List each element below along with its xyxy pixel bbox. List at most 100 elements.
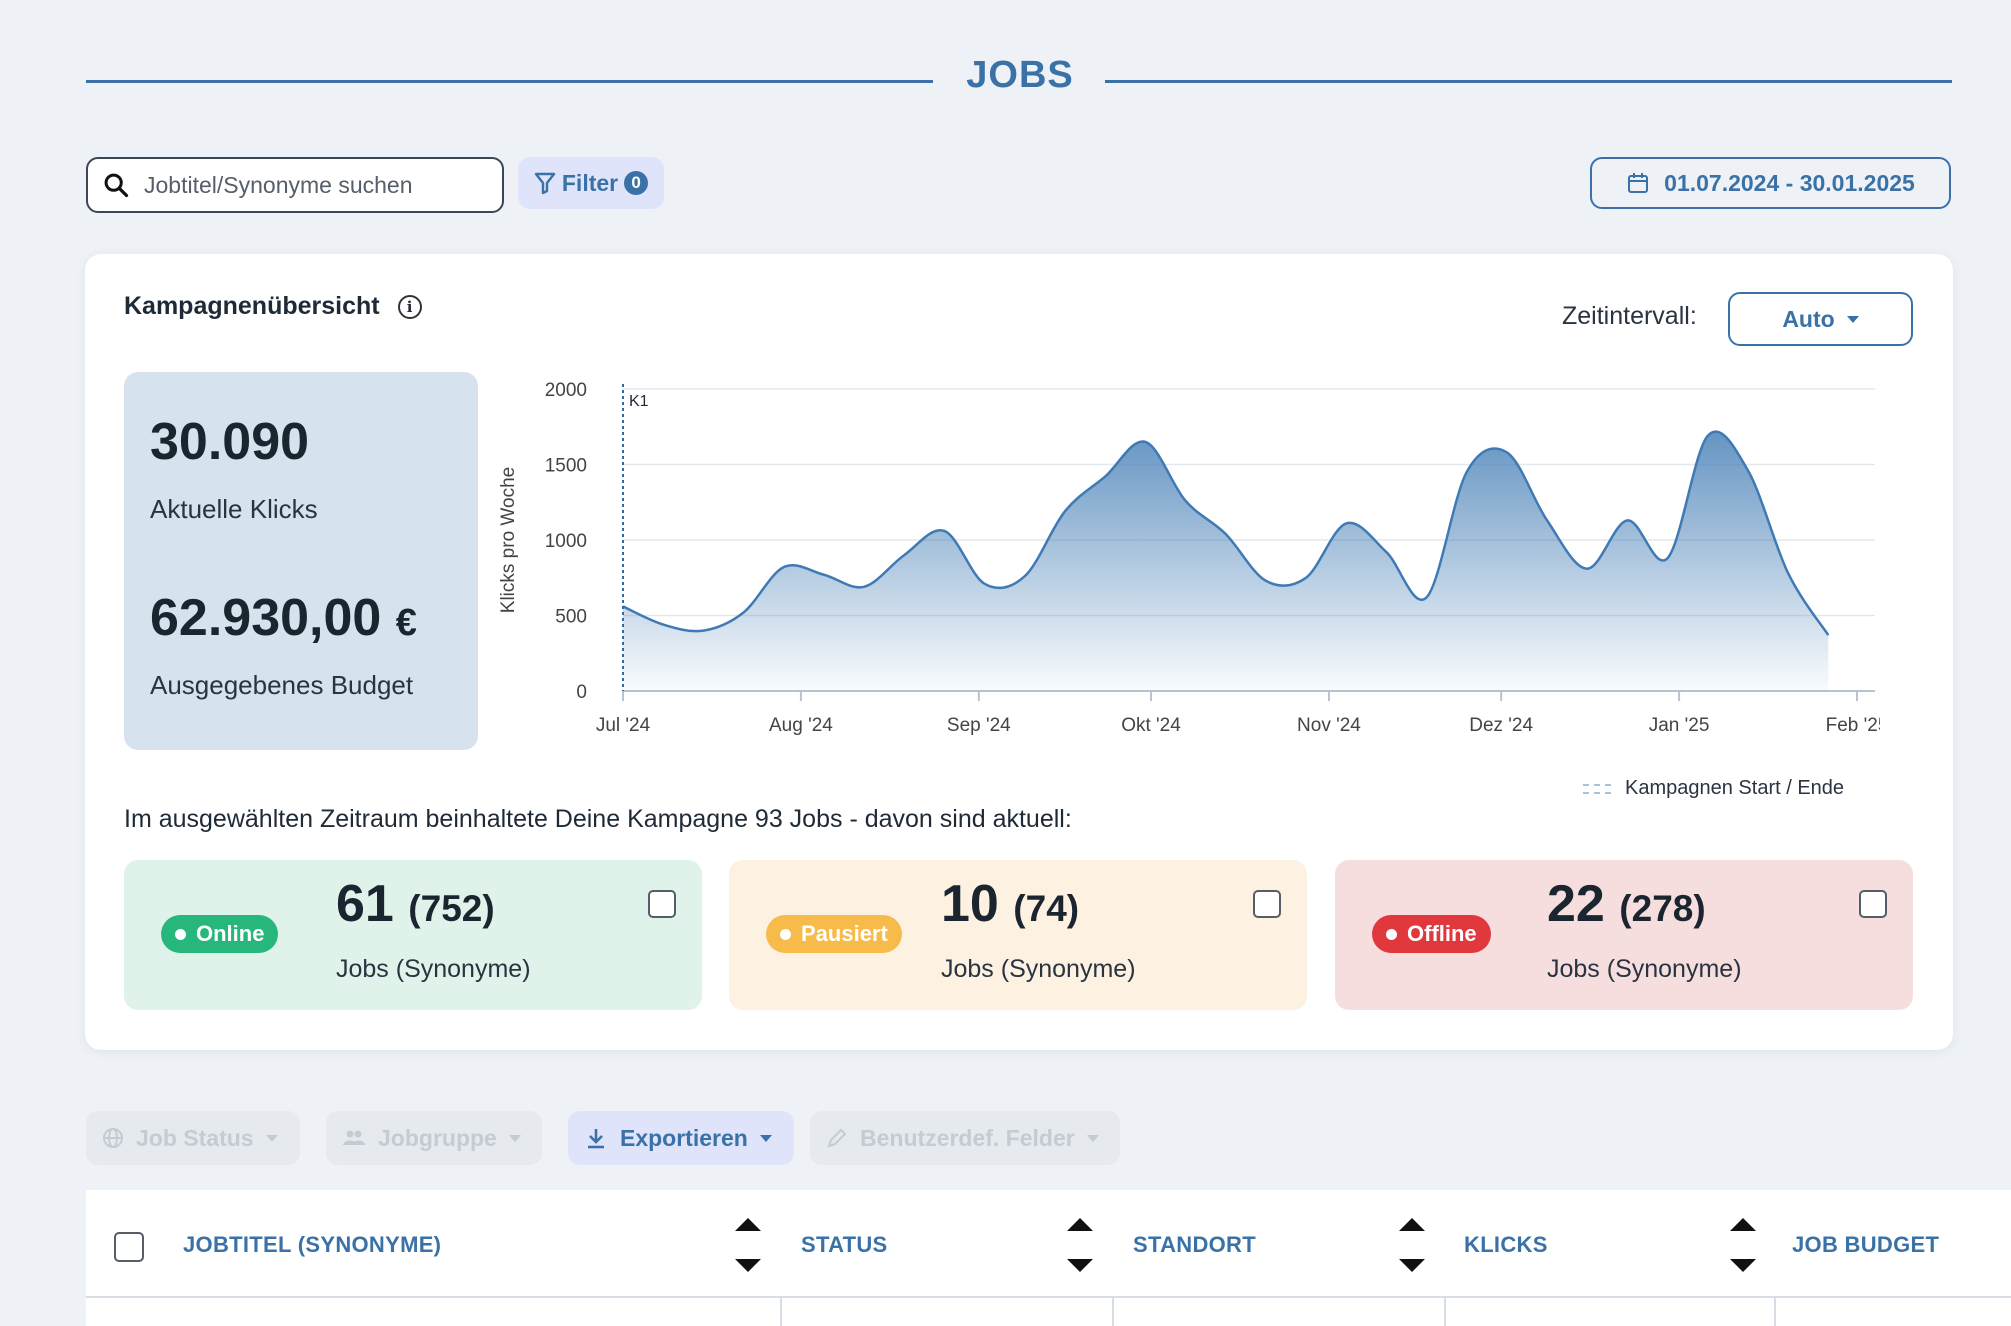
column-header-jobtitle[interactable]: JOBTITEL (SYNONYME) xyxy=(183,1232,442,1257)
y-tick-label: 1000 xyxy=(545,531,587,552)
job-status-label: Job Status xyxy=(136,1124,254,1151)
column-divider xyxy=(1112,1298,1114,1326)
status-count: 61 (752) xyxy=(336,874,495,934)
table-header-row: JOBTITEL (SYNONYME) STATUS STANDORT KLIC… xyxy=(86,1190,2011,1298)
clicks-value: 30.090 xyxy=(150,413,310,471)
y-tick-label: 500 xyxy=(555,607,587,628)
status-card-online: Online 61 (752) Jobs (Synonyme) xyxy=(124,860,702,1010)
export-label: Exportieren xyxy=(620,1124,748,1151)
dashed-line-icon xyxy=(1583,783,1611,794)
marker-label: K1 xyxy=(629,393,649,410)
status-synonym-count: (74) xyxy=(1013,888,1080,929)
budget-value: 62.930,00 xyxy=(150,589,382,647)
calendar-icon xyxy=(1628,173,1649,193)
status-jobs-label: Jobs (Synonyme) xyxy=(336,955,531,983)
x-tick-label: Jan '25 xyxy=(1649,715,1710,736)
budget-label: Ausgegebenes Budget xyxy=(150,670,414,700)
y-tick-label: 2000 xyxy=(545,380,587,401)
search-placeholder: Jobtitel/Synonyme suchen xyxy=(144,171,413,198)
select-all-checkbox[interactable] xyxy=(114,1232,144,1262)
status-jobs-label: Jobs (Synonyme) xyxy=(1547,955,1742,983)
jobgruppe-dropdown[interactable]: Jobgruppe xyxy=(326,1111,542,1165)
title-line-left xyxy=(86,80,933,83)
y-axis-label: Klicks pro Woche xyxy=(500,467,519,613)
download-icon xyxy=(588,1129,604,1149)
status-card-paused: Pausiert 10 (74) Jobs (Synonyme) xyxy=(729,860,1307,1010)
column-header-status[interactable]: STATUS xyxy=(801,1232,888,1257)
status-pill-label: Online xyxy=(196,921,265,946)
interval-dropdown[interactable]: Auto xyxy=(1728,292,1913,346)
filter-button[interactable]: Filter 0 xyxy=(518,157,664,209)
budget-currency: € xyxy=(395,602,417,644)
status-pill-offline: Offline xyxy=(1372,915,1491,953)
interval-value: Auto xyxy=(1782,305,1835,332)
filter-count-badge: 0 xyxy=(624,171,649,195)
status-pill-label: Offline xyxy=(1407,921,1477,946)
date-range-button[interactable]: 01.07.2024 - 30.01.2025 xyxy=(1590,157,1951,209)
chart-legend: Kampagnen Start / Ende xyxy=(1583,777,1844,800)
status-pill-online: Online xyxy=(161,915,279,953)
group-icon xyxy=(343,1130,365,1145)
x-tick-label: Aug '24 xyxy=(769,715,833,736)
status-pill-paused: Pausiert xyxy=(766,915,902,953)
info-icon[interactable]: i xyxy=(397,294,422,319)
clicks-label: Aktuelle Klicks xyxy=(150,494,318,524)
clicks-chart: 0 500 1000 1500 2000 Jul '24 Aug '24 Sep '24 Ok… xyxy=(500,380,1880,736)
column-divider xyxy=(1774,1298,1776,1326)
pencil-icon xyxy=(827,1128,847,1148)
campaign-overview-title-text: Kampagnenübersicht xyxy=(124,292,380,320)
custom-fields-dropdown[interactable]: Benutzerdef. Felder xyxy=(810,1111,1120,1165)
chevron-down-icon xyxy=(1846,315,1859,323)
dot-icon xyxy=(1386,928,1397,940)
sort-icon[interactable] xyxy=(1729,1218,1757,1272)
campaign-summary: Im ausgewählten Zeitraum beinhaltete Dei… xyxy=(124,805,1072,833)
y-tick-label: 1500 xyxy=(545,456,587,477)
status-count-value: 61 xyxy=(336,875,394,933)
status-card-offline: Offline 22 (278) Jobs (Synonyme) xyxy=(1335,860,1913,1010)
status-count-value: 22 xyxy=(1547,875,1605,933)
filter-icon xyxy=(534,172,556,195)
status-count-value: 10 xyxy=(941,875,999,933)
search-input[interactable]: Jobtitel/Synonyme suchen xyxy=(86,157,504,213)
export-button[interactable]: Exportieren xyxy=(568,1111,794,1165)
chevron-down-icon xyxy=(508,1134,521,1142)
status-jobs-label: Jobs (Synonyme) xyxy=(941,955,1136,983)
column-header-budget[interactable]: JOB BUDGET xyxy=(1792,1232,1940,1257)
column-header-clicks[interactable]: KLICKS xyxy=(1464,1232,1548,1257)
jobs-table: JOBTITEL (SYNONYME) STATUS STANDORT KLIC… xyxy=(86,1190,2011,1326)
interval-label: Zeitintervall: xyxy=(1562,302,1697,330)
dot-icon xyxy=(175,928,186,940)
status-pill-label: Pausiert xyxy=(801,921,888,946)
sort-icon[interactable] xyxy=(1398,1218,1426,1272)
page-title: JOBS xyxy=(966,54,1074,96)
chevron-down-icon xyxy=(1086,1134,1099,1142)
x-tick-label: Jul '24 xyxy=(596,715,651,736)
x-tick-label: Dez '24 xyxy=(1469,715,1533,736)
column-divider xyxy=(780,1298,782,1326)
column-divider xyxy=(1444,1298,1446,1326)
status-checkbox-online[interactable] xyxy=(648,890,676,918)
status-checkbox-offline[interactable] xyxy=(1859,890,1887,918)
campaign-overview-title: Kampagnenübersicht i xyxy=(124,292,422,321)
stats-panel: 30.090 Aktuelle Klicks 62.930,00 € Ausge… xyxy=(124,372,478,750)
status-count: 10 (74) xyxy=(941,874,1079,934)
x-tick-label: Sep '24 xyxy=(947,715,1011,736)
custom-fields-label: Benutzerdef. Felder xyxy=(860,1124,1075,1151)
chart-line xyxy=(622,430,1830,636)
dot-icon xyxy=(780,928,791,940)
chevron-down-icon xyxy=(265,1134,278,1142)
chart-area xyxy=(623,431,1829,691)
column-header-location[interactable]: STANDORT xyxy=(1133,1232,1256,1257)
sort-icon[interactable] xyxy=(734,1218,762,1272)
sort-icon[interactable] xyxy=(1066,1218,1094,1272)
job-status-dropdown[interactable]: Job Status xyxy=(86,1111,300,1165)
x-tick-label: Feb '25 xyxy=(1826,715,1880,736)
status-synonym-count: (752) xyxy=(408,888,495,929)
title-line-right xyxy=(1105,80,1952,83)
status-checkbox-paused[interactable] xyxy=(1253,890,1281,918)
status-synonym-count: (278) xyxy=(1619,888,1706,929)
legend-label: Kampagnen Start / Ende xyxy=(1625,777,1845,799)
status-count: 22 (278) xyxy=(1547,874,1706,934)
x-tick-label: Nov '24 xyxy=(1297,715,1361,736)
filter-label: Filter xyxy=(561,169,619,196)
